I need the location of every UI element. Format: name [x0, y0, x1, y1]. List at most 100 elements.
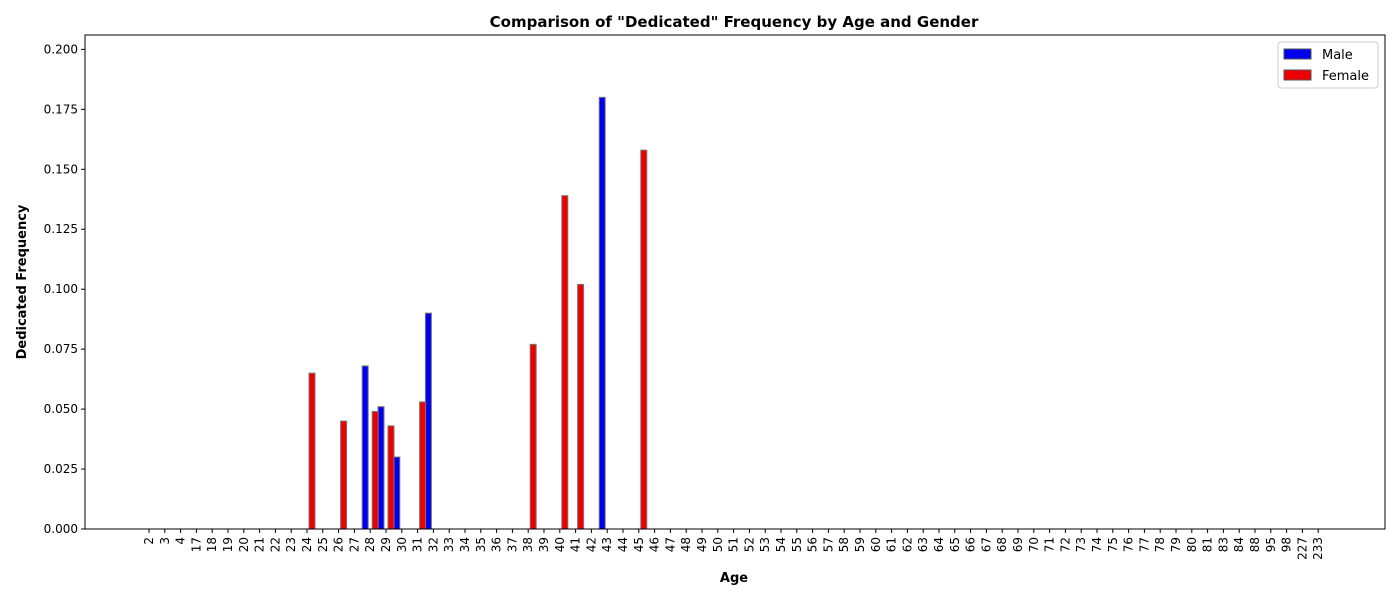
bar-male-32: [424, 312, 432, 530]
x-tick-label: 28: [363, 537, 377, 552]
bar-female-41: [577, 283, 585, 530]
x-tick-label: 44: [616, 537, 630, 552]
x-tick-label: 2: [142, 537, 156, 545]
x-tick-label: 49: [695, 537, 709, 552]
legend-swatch-female: [1283, 69, 1312, 81]
x-tick-label: 19: [221, 537, 235, 552]
x-tick-label: 78: [1153, 537, 1167, 552]
x-tick-label: 233: [1311, 537, 1325, 560]
x-tick-label: 80: [1185, 537, 1199, 552]
bar-female-31: [419, 401, 427, 530]
x-tick-label: 47: [663, 537, 677, 552]
bar-male-30: [393, 456, 401, 530]
legend-label-male: Male: [1322, 48, 1353, 63]
bar-male-29: [377, 406, 385, 530]
x-tick-label: 59: [853, 537, 867, 552]
x-tick-label: 98: [1280, 537, 1294, 552]
bar-female-40: [561, 195, 569, 530]
x-axis-title: Age: [720, 571, 748, 586]
x-tick-label: 83: [1216, 537, 1230, 552]
x-tick-label: 45: [632, 537, 646, 552]
x-tick-label: 38: [521, 537, 535, 552]
y-tick-label: 0.000: [44, 522, 78, 536]
x-tick-label: 27: [347, 537, 361, 552]
x-tick-label: 77: [1137, 537, 1151, 552]
bars-layer: [308, 96, 648, 530]
x-tick-label: 51: [727, 537, 741, 552]
x-tick-label: 56: [806, 537, 820, 552]
x-tick-label: 76: [1122, 537, 1136, 552]
x-tick-label: 24: [300, 537, 314, 552]
x-tick-label: 20: [237, 537, 251, 552]
x-axis: 2 3 4 17 18 19 20 21 22 23 24 25 26 27 28 29 30 31 32 33 34 3…: [142, 529, 1325, 560]
x-tick-label: 79: [1169, 537, 1183, 552]
x-tick-label: 64: [932, 537, 946, 552]
x-tick-label: 21: [253, 537, 267, 552]
y-axis-title: Dedicated Frequency: [15, 204, 30, 359]
x-tick-label: 30: [395, 537, 409, 552]
x-tick-label: 58: [837, 537, 851, 552]
x-tick-label: 3: [158, 537, 172, 545]
x-tick-label: 61: [885, 537, 899, 552]
bar-female-24: [308, 372, 316, 530]
bar-female-26: [340, 420, 348, 530]
x-tick-label: 57: [821, 537, 835, 552]
x-tick-label: 95: [1264, 537, 1278, 552]
x-tick-label: 25: [316, 537, 330, 552]
x-tick-label: 88: [1248, 537, 1262, 552]
y-axis: 0.000 0.025 0.050 0.075 0.100 0.125 0.150 0.175…: [44, 42, 85, 536]
bar-male-28: [361, 365, 369, 530]
bar-female-28: [371, 410, 379, 530]
x-tick-label: 4: [174, 537, 188, 545]
x-tick-label: 75: [1106, 537, 1120, 552]
legend-label-female: Female: [1322, 69, 1369, 84]
x-tick-label: 70: [1027, 537, 1041, 552]
plot-frame: [84, 34, 1386, 530]
x-tick-label: 17: [189, 537, 203, 552]
x-tick-label: 18: [205, 537, 219, 552]
x-tick-label: 26: [332, 537, 346, 552]
x-tick-label: 33: [442, 537, 456, 552]
x-tick-label: 34: [458, 537, 472, 552]
y-tick-label: 0.125: [44, 222, 78, 236]
x-tick-label: 63: [916, 537, 930, 552]
chart-title: Comparison of "Dedicated" Frequency by A…: [490, 13, 979, 31]
x-tick-label: 65: [948, 537, 962, 552]
y-tick-label: 0.025: [44, 462, 78, 476]
x-tick-label: 41: [569, 537, 583, 552]
x-tick-label: 36: [490, 537, 504, 552]
y-tick-label: 0.050: [44, 402, 78, 416]
x-tick-label: 62: [900, 537, 914, 552]
x-tick-label: 29: [379, 537, 393, 552]
bar-female-29: [387, 425, 395, 530]
x-tick-label: 22: [268, 537, 282, 552]
x-tick-label: 40: [553, 537, 567, 552]
y-tick-label: 0.100: [44, 282, 78, 296]
x-tick-label: 52: [742, 537, 756, 552]
x-tick-label: 81: [1201, 537, 1215, 552]
x-tick-label: 72: [1058, 537, 1072, 552]
x-tick-label: 71: [1043, 537, 1057, 552]
x-tick-label: 53: [758, 537, 772, 552]
x-tick-label: 48: [679, 537, 693, 552]
x-tick-label: 50: [711, 537, 725, 552]
x-tick-label: 23: [284, 537, 298, 552]
x-tick-label: 68: [995, 537, 1009, 552]
x-tick-label: 67: [979, 537, 993, 552]
x-tick-label: 74: [1090, 537, 1104, 552]
x-tick-label: 46: [648, 537, 662, 552]
x-tick-label: 55: [790, 537, 804, 552]
x-tick-label: 73: [1074, 537, 1088, 552]
bar-female-45: [640, 149, 648, 530]
y-tick-label: 0.200: [44, 42, 78, 56]
legend: Male Female: [1277, 41, 1379, 89]
x-tick-label: 35: [474, 537, 488, 552]
x-tick-label: 39: [537, 537, 551, 552]
x-tick-label: 66: [964, 537, 978, 552]
x-tick-label: 69: [1011, 537, 1025, 552]
y-tick-label: 0.075: [44, 342, 78, 356]
x-tick-label: 84: [1232, 537, 1246, 552]
bar-female-38: [529, 343, 537, 530]
x-tick-label: 60: [869, 537, 883, 552]
